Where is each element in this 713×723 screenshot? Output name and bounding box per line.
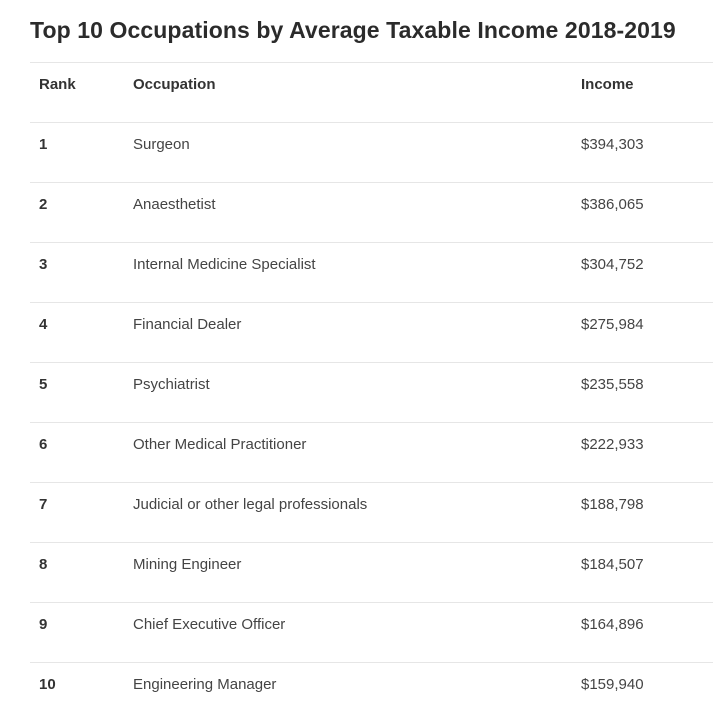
income-cell: $188,798 <box>581 496 644 513</box>
income-cell: $304,752 <box>581 256 644 273</box>
income-cell: $275,984 <box>581 316 644 333</box>
occupation-cell: Internal Medicine Specialist <box>133 256 316 273</box>
rank-cell: 8 <box>39 556 48 573</box>
occupation-cell: Anaesthetist <box>133 196 216 213</box>
header-rank: Rank <box>39 76 76 93</box>
table-row: 8 Mining Engineer $184,507 <box>30 542 713 602</box>
income-cell: $394,303 <box>581 136 644 153</box>
rank-cell: 5 <box>39 376 48 393</box>
header-occupation: Occupation <box>133 76 216 93</box>
rank-cell: 9 <box>39 616 48 633</box>
occupation-cell: Surgeon <box>133 136 190 153</box>
income-cell: $386,065 <box>581 196 644 213</box>
table-row: 5 Psychiatrist $235,558 <box>30 362 713 422</box>
income-cell: $184,507 <box>581 556 644 573</box>
rank-cell: 4 <box>39 316 48 333</box>
income-cell: $159,940 <box>581 676 644 693</box>
occupation-cell: Engineering Manager <box>133 676 277 693</box>
occupation-cell: Other Medical Practitioner <box>133 436 307 453</box>
header-income: Income <box>581 76 634 93</box>
table-header-row: Rank Occupation Income <box>30 62 713 122</box>
income-cell: $222,933 <box>581 436 644 453</box>
table-row: 4 Financial Dealer $275,984 <box>30 302 713 362</box>
table-row: 9 Chief Executive Officer $164,896 <box>30 602 713 662</box>
occupation-cell: Judicial or other legal professionals <box>133 496 368 513</box>
occupation-cell: Chief Executive Officer <box>133 616 286 633</box>
occupation-cell: Mining Engineer <box>133 556 242 573</box>
occupation-cell: Psychiatrist <box>133 376 210 393</box>
rank-cell: 3 <box>39 256 48 273</box>
income-cell: $235,558 <box>581 376 644 393</box>
rank-cell: 7 <box>39 496 48 513</box>
occupations-table: Rank Occupation Income 1 Surgeon $394,30… <box>30 62 713 722</box>
table-row: 7 Judicial or other legal professionals … <box>30 482 713 542</box>
page-title: Top 10 Occupations by Average Taxable In… <box>30 17 676 43</box>
table-row: 6 Other Medical Practitioner $222,933 <box>30 422 713 482</box>
table-row: 3 Internal Medicine Specialist $304,752 <box>30 242 713 302</box>
rank-cell: 6 <box>39 436 48 453</box>
rank-cell: 2 <box>39 196 48 213</box>
table-row: 10 Engineering Manager $159,940 <box>30 662 713 722</box>
occupation-cell: Financial Dealer <box>133 316 242 333</box>
table-row: 1 Surgeon $394,303 <box>30 122 713 182</box>
rank-cell: 1 <box>39 136 48 153</box>
table-row: 2 Anaesthetist $386,065 <box>30 182 713 242</box>
rank-cell: 10 <box>39 676 56 693</box>
income-cell: $164,896 <box>581 616 644 633</box>
